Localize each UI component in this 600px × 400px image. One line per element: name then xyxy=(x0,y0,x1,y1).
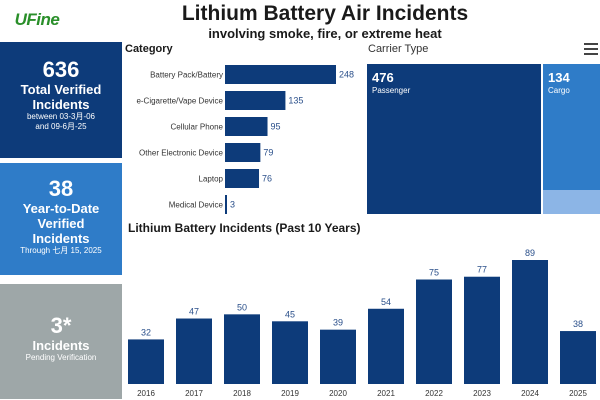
category-label: Battery Pack/Battery xyxy=(150,71,223,80)
category-bar xyxy=(225,195,227,214)
carrier-cargo-label: Cargo xyxy=(548,86,570,95)
page-subtitle: involving smoke, fire, or extreme heat xyxy=(208,26,442,41)
carrier-cargo-tile[interactable]: 134 Cargo xyxy=(543,64,600,214)
year-tick-label: 2021 xyxy=(377,389,395,398)
year-bar xyxy=(272,321,308,384)
year-tick-label: 2022 xyxy=(425,389,443,398)
category-label: e-Cigarette/Vape Device xyxy=(136,97,223,106)
total-incidents-card: 636 Total Verified Incidents between 03-… xyxy=(0,42,122,158)
year-bar xyxy=(320,329,356,384)
ytd-incidents-date: Through 七月 15, 2025 xyxy=(20,246,102,255)
carrier-chart-title: Carrier Type xyxy=(368,43,429,55)
category-value-label: 248 xyxy=(339,70,354,80)
carrier-cargo-value: 134 xyxy=(548,70,570,85)
pending-incidents-card: 3* Incidents Pending Verification xyxy=(0,284,122,399)
year-tick-label: 2023 xyxy=(473,389,491,398)
year-tick-label: 2017 xyxy=(185,389,203,398)
ytd-incidents-label: Year-to-Date Verified Incidents xyxy=(22,201,100,246)
year-bar xyxy=(512,260,548,384)
year-bar xyxy=(416,279,452,384)
pending-incidents-detail: Pending Verification xyxy=(25,353,97,362)
year-tick-label: 2016 xyxy=(137,389,155,398)
year-value-label: 75 xyxy=(429,268,439,278)
category-value-label: 79 xyxy=(263,148,273,158)
category-chart-title: Category xyxy=(125,43,173,55)
category-value-label: 95 xyxy=(271,122,281,132)
carrier-passenger-tile[interactable]: 476 Passenger xyxy=(367,64,541,214)
carrier-passenger-label: Passenger xyxy=(372,86,411,95)
total-incidents-date-from: between 03-3月-06 xyxy=(26,112,96,121)
carrier-cargo-subtile xyxy=(543,190,600,214)
year-value-label: 50 xyxy=(237,302,247,312)
year-bar xyxy=(128,339,164,384)
category-bar xyxy=(225,65,336,84)
brand-logo: UFine xyxy=(10,8,64,32)
year-value-label: 45 xyxy=(285,309,295,319)
category-value-label: 76 xyxy=(262,174,272,184)
category-bar xyxy=(225,91,286,110)
year-value-label: 32 xyxy=(141,327,151,337)
category-bar xyxy=(225,117,268,136)
year-value-label: 47 xyxy=(189,307,199,317)
ytd-incidents-number: 38 xyxy=(48,176,74,201)
year-bar xyxy=(464,276,500,384)
category-label: Medical Device xyxy=(169,201,224,210)
total-incidents-date-to: and 09-6月-25 xyxy=(35,122,87,131)
carrier-passenger-value: 476 xyxy=(372,70,394,85)
year-bar xyxy=(224,314,260,384)
year-tick-label: 2018 xyxy=(233,389,251,398)
year-value-label: 54 xyxy=(381,297,391,307)
year-value-label: 39 xyxy=(333,318,343,328)
year-tick-label: 2025 xyxy=(569,389,587,398)
category-value-label: 135 xyxy=(288,96,303,106)
year-bar xyxy=(560,331,596,384)
year-value-label: 89 xyxy=(525,248,535,258)
year-value-label: 77 xyxy=(477,265,487,275)
yearly-chart-title: Lithium Battery Incidents (Past 10 Years… xyxy=(128,221,361,235)
year-tick-label: 2020 xyxy=(329,389,347,398)
category-bar xyxy=(225,143,261,162)
ytd-incidents-card: 38 Year-to-Date Verified Incidents Throu… xyxy=(0,163,122,275)
category-bar-chart: Battery Pack/Battery 248 e-Cigarette/Vape … xyxy=(136,65,354,214)
category-label: Other Electronic Device xyxy=(139,149,224,158)
total-incidents-number: 636 xyxy=(42,57,80,82)
total-incidents-label: Total Verified Incidents xyxy=(20,82,102,112)
year-tick-label: 2024 xyxy=(521,389,539,398)
year-bar xyxy=(176,318,212,384)
year-value-label: 38 xyxy=(573,319,583,329)
hamburger-menu-icon[interactable] xyxy=(584,43,598,55)
yearly-bar-chart: 32 2016 47 2017 50 2018 45 2019 39 2020 54 2021 75 20… xyxy=(128,248,596,398)
category-label: Laptop xyxy=(199,175,224,184)
year-tick-label: 2019 xyxy=(281,389,299,398)
year-bar xyxy=(368,308,404,384)
category-label: Cellular Phone xyxy=(171,123,224,132)
pending-incidents-number: 3* xyxy=(50,313,72,338)
brand-logo-text: UFine xyxy=(14,10,60,29)
page-title: Lithium Battery Air Incidents xyxy=(181,2,469,25)
category-value-label: 3 xyxy=(230,200,235,210)
category-bar xyxy=(225,169,260,188)
pending-incidents-label: Incidents xyxy=(32,338,90,353)
